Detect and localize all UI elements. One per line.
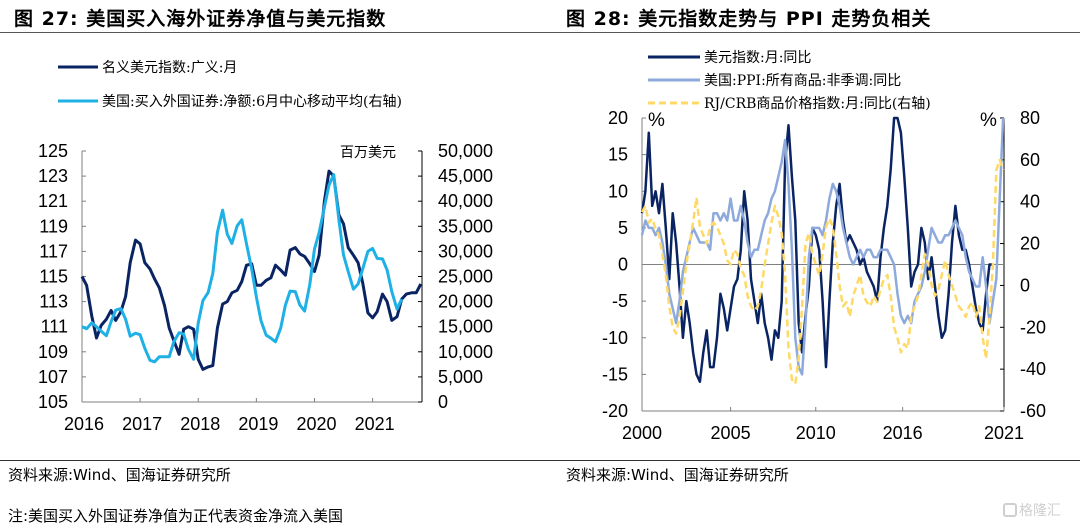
legend-label-net-purchases: 美国:买入外国证券:净额:6月中心移动平均(右轴): [102, 94, 402, 110]
left-y-tick-label: 107: [38, 367, 68, 387]
watermark-logo-icon: [1003, 503, 1017, 517]
left-y-tick-label: -10: [602, 328, 628, 348]
left-y-tick-label: -15: [602, 364, 628, 384]
x-tick-label: 2021: [984, 423, 1024, 443]
legend-label-ppi-yoy: 美国:PPI:所有商品:非季调:同比: [704, 73, 901, 89]
left-y-tick-label: 125: [38, 141, 68, 161]
right-y-tick-label: 25,000: [438, 267, 493, 287]
left-y-tick-label: 20: [608, 108, 628, 128]
x-tick-label: 2016: [64, 414, 104, 434]
legend-label-usd-yoy: 美元指数:月:同比: [704, 50, 811, 66]
footer-divider: [0, 460, 1080, 461]
footnote: 注:美国买入外国证券净值为正代表资金净流入美国: [8, 507, 344, 525]
legend-label-dollar-index: 名义美元指数:广义:月: [102, 60, 237, 76]
x-tick-label: 2000: [622, 423, 662, 443]
x-tick-label: 2005: [711, 423, 751, 443]
x-tick-label: 2019: [238, 414, 278, 434]
right-axis-unit-percent: %: [980, 110, 997, 131]
right-y-tick-label: 40,000: [438, 191, 493, 211]
left-y-tick-label: 0: [618, 255, 628, 275]
right-y-tick-label: 20: [1020, 234, 1040, 254]
left-y-tick-label: 119: [39, 216, 68, 236]
right-figure-title: 图 28: 美元指数走势与 PPI 走势负相关: [566, 8, 932, 30]
left-y-tick-label: 109: [38, 342, 68, 362]
series-line-0: [640, 116, 993, 383]
right-y-tick-label: 10,000: [438, 342, 493, 362]
right-y-tick-label: 40: [1020, 192, 1040, 212]
right-y-tick-label: 5,000: [438, 367, 483, 387]
right-y-tick-label: -60: [1020, 401, 1046, 421]
left-y-tick-label: 10: [608, 181, 628, 201]
left-y-tick-label: -5: [612, 291, 628, 311]
left-y-tick-label: 111: [41, 317, 68, 337]
left-y-tick-label: 15: [608, 145, 628, 165]
left-y-tick-label: 5: [618, 218, 628, 238]
right-y-tick-label: 20,000: [438, 292, 493, 312]
left-axis-unit-percent: %: [648, 110, 665, 131]
left-y-tick-label: 117: [39, 241, 68, 261]
x-tick-label: 2017: [122, 414, 162, 434]
right-axis-unit-label: 百万美元: [340, 145, 396, 161]
right-y-tick-label: -20: [1020, 317, 1046, 337]
right-chart: 美元指数:月:同比 美国:PPI:所有商品:非季调:同比 RJ/CRB商品价格指…: [602, 50, 1046, 443]
right-y-tick-label: 30,000: [438, 241, 493, 261]
series-line-1: [640, 117, 1005, 376]
right-y-tick-label: 80: [1020, 108, 1040, 128]
left-figure-title: 图 27: 美国买入海外证券净值与美元指数: [14, 8, 387, 30]
x-tick-label: 2020: [296, 414, 336, 434]
series-line-1: [81, 173, 404, 364]
x-tick-label: 2021: [355, 414, 395, 434]
right-y-tick-label: 35,000: [438, 216, 493, 236]
right-title-divider: [540, 32, 1080, 33]
left-y-tick-label: 121: [38, 191, 68, 211]
left-y-tick-label: 123: [38, 166, 68, 186]
x-tick-label: 2016: [883, 423, 923, 443]
left-y-tick-label: 113: [39, 292, 68, 312]
right-y-tick-label: 50,000: [438, 141, 493, 161]
right-y-tick-label: 15,000: [438, 317, 493, 337]
watermark: 格隆汇: [1003, 500, 1061, 520]
right-y-tick-label: -40: [1020, 359, 1046, 379]
right-y-tick-label: 0: [438, 392, 448, 412]
left-chart: 名义美元指数:广义:月 美国:买入外国证券:净额:6月中心移动平均(右轴) 百万…: [38, 60, 493, 434]
right-y-tick-label: 60: [1020, 150, 1040, 170]
right-source-note: 资料来源:Wind、国海证券研究所: [566, 466, 789, 484]
left-y-tick-label: 115: [39, 267, 68, 287]
left-y-tick-label: 105: [38, 392, 68, 412]
right-y-tick-label: 45,000: [438, 166, 493, 186]
x-tick-label: 2018: [180, 414, 220, 434]
watermark-text: 格隆汇: [1019, 503, 1061, 519]
left-title-divider: [0, 32, 540, 33]
left-y-tick-label: -20: [602, 401, 628, 421]
legend-label-crb-yoy: RJ/CRB商品价格指数:月:同比(右轴): [704, 96, 931, 112]
x-tick-label: 2010: [796, 423, 836, 443]
series-line-2: [640, 158, 1005, 386]
right-y-tick-label: 0: [1020, 275, 1030, 295]
left-source-note: 资料来源:Wind、国海证券研究所: [8, 466, 231, 484]
